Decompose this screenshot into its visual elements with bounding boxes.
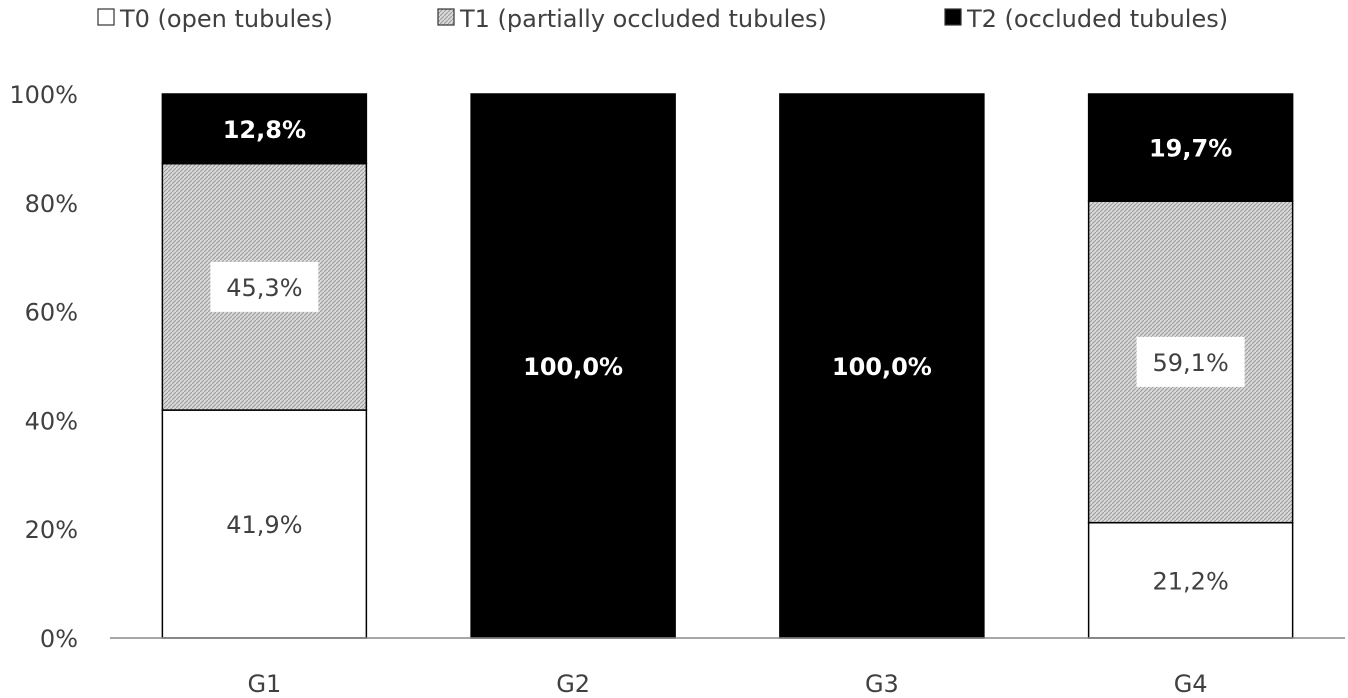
x-tick-label-g2: G2 [556, 670, 590, 698]
x-tick-label-g1: G1 [247, 670, 281, 698]
y-tick-label: 60% [25, 299, 78, 327]
data-label-g4-t1: 59,1% [1153, 349, 1229, 377]
legend-label-t0: T0 (open tubules) [119, 5, 333, 33]
legend-swatch-t0 [97, 8, 115, 26]
y-tick-label: 80% [25, 190, 78, 218]
x-axis: G1 G2 G3 G4 [110, 637, 1345, 698]
y-tick-label: 0% [40, 625, 78, 653]
y-tick-label: 100% [9, 81, 78, 109]
y-axis: 0% 20% 40% 60% 80% 100% [9, 81, 78, 653]
data-label-g2-t2: 100,0% [523, 353, 623, 381]
data-label-g4-t2: 19,7% [1149, 135, 1232, 163]
legend-label-t1: T1 (partially occluded tubules) [459, 5, 827, 33]
bars: 41,9% 45,3% 12,8% 100,0% 100,0% 21,2% 59,1% 19,… [161, 93, 1294, 639]
bar-g4-t2 [1087, 93, 1294, 202]
data-label-bg [210, 261, 319, 312]
y-tick-label: 20% [25, 516, 78, 544]
bar-g1-t0 [161, 409, 368, 639]
data-label-g4-t0: 21,2% [1153, 567, 1229, 595]
data-label-g1-t1: 45,3% [226, 274, 302, 302]
bar-g2-t2 [470, 93, 676, 639]
x-tick-label-g4: G4 [1174, 670, 1208, 698]
data-label-g3-t2: 100,0% [832, 353, 932, 381]
legend-label-t2: T2 (occluded tubules) [966, 5, 1228, 33]
legend: T0 (open tubules) T1 (partially occluded … [97, 5, 1228, 33]
x-tick-label-g3: G3 [865, 670, 899, 698]
y-tick-label: 40% [25, 407, 78, 435]
legend-swatch-t2 [944, 8, 962, 26]
bar-g1-t2 [161, 93, 368, 165]
data-label-bg [1136, 336, 1245, 387]
data-label-g1-t0: 41,9% [226, 511, 302, 539]
data-label-g1-t2: 12,8% [223, 116, 306, 144]
legend-swatch-t1 [437, 8, 455, 26]
